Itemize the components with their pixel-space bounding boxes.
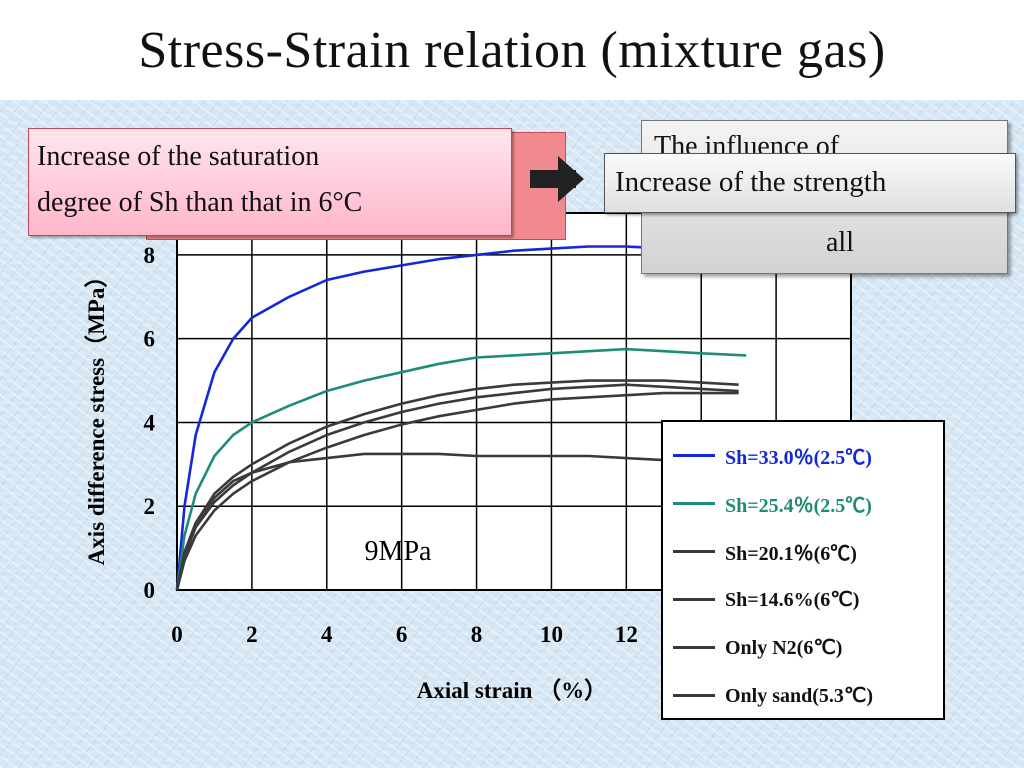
- legend-label: Sh=25.4％(2.5℃): [725, 494, 872, 517]
- saturation-line-2: degree of Sh than that in 6°C: [37, 187, 363, 218]
- y-tick-label: 2: [144, 494, 156, 519]
- legend-item: Only N2(6℃): [673, 632, 842, 662]
- strength-box: Increase of the strength: [604, 153, 1016, 213]
- series-line-2: [175, 347, 747, 591]
- legend-swatch: [673, 453, 715, 457]
- x-tick-label: 4: [321, 622, 333, 647]
- legend-item: Sh=25.4％(2.5℃): [673, 488, 872, 518]
- legend-label: Only N2(6℃): [725, 636, 843, 659]
- influence-text-bottom: all: [826, 227, 854, 258]
- legend-swatch: [673, 645, 715, 649]
- series-line-5: [175, 391, 739, 591]
- legend-swatch: [673, 501, 715, 505]
- title-bar: Stress-Strain relation (mixture gas): [0, 0, 1024, 100]
- legend-item: Only sand(5.3℃): [673, 680, 873, 710]
- x-tick-label: 8: [471, 622, 483, 647]
- y-tick-label: 6: [144, 327, 156, 352]
- y-tick-label: 8: [144, 243, 156, 268]
- x-tick-label: 10: [540, 622, 563, 647]
- legend-item: Sh=14.6%(6℃): [673, 584, 859, 614]
- series-line-1: [175, 245, 739, 591]
- legend-item: Sh=20.1％(6℃): [673, 536, 857, 566]
- slide-title: Stress-Strain relation (mixture gas): [138, 21, 886, 79]
- legend-label: Sh=33.0％(2.5℃): [725, 446, 872, 469]
- y-tick-label: 4: [144, 410, 156, 435]
- strength-text: Increase of the strength: [615, 166, 887, 198]
- series-line-6: [175, 452, 664, 591]
- legend-swatch: [673, 693, 715, 697]
- y-tick-label: 0: [144, 578, 156, 603]
- saturation-line-1: Increase of the saturation: [37, 141, 320, 172]
- x-tick-label: 6: [396, 622, 408, 647]
- x-axis-label: Axial strain （%）: [417, 677, 607, 703]
- series-line-4: [175, 383, 739, 591]
- x-tick-label: 12: [615, 622, 638, 647]
- legend-label: Only sand(5.3℃): [725, 684, 874, 707]
- x-tick-label: 2: [246, 622, 258, 647]
- legend-label: Sh=14.6%(6℃): [725, 588, 860, 611]
- series-line-3: [175, 379, 739, 591]
- legend-item: Sh=33.0％(2.5℃): [673, 440, 872, 470]
- arrow-right-icon: [528, 152, 618, 206]
- chart-legend: Sh=33.0％(2.5℃) Sh=25.4％(2.5℃) Sh=20.1％(6℃)…: [661, 420, 945, 720]
- y-axis-label: Axis difference stress（MPa）: [83, 265, 109, 566]
- saturation-callout: Increase of the saturation degree of Sh …: [28, 128, 512, 236]
- annotation-9mpa: 9MPa: [365, 536, 432, 567]
- legend-swatch: [673, 549, 715, 553]
- legend-label: Sh=20.1％(6℃): [725, 542, 857, 565]
- legend-swatch: [673, 597, 715, 601]
- x-tick-label: 0: [171, 622, 183, 647]
